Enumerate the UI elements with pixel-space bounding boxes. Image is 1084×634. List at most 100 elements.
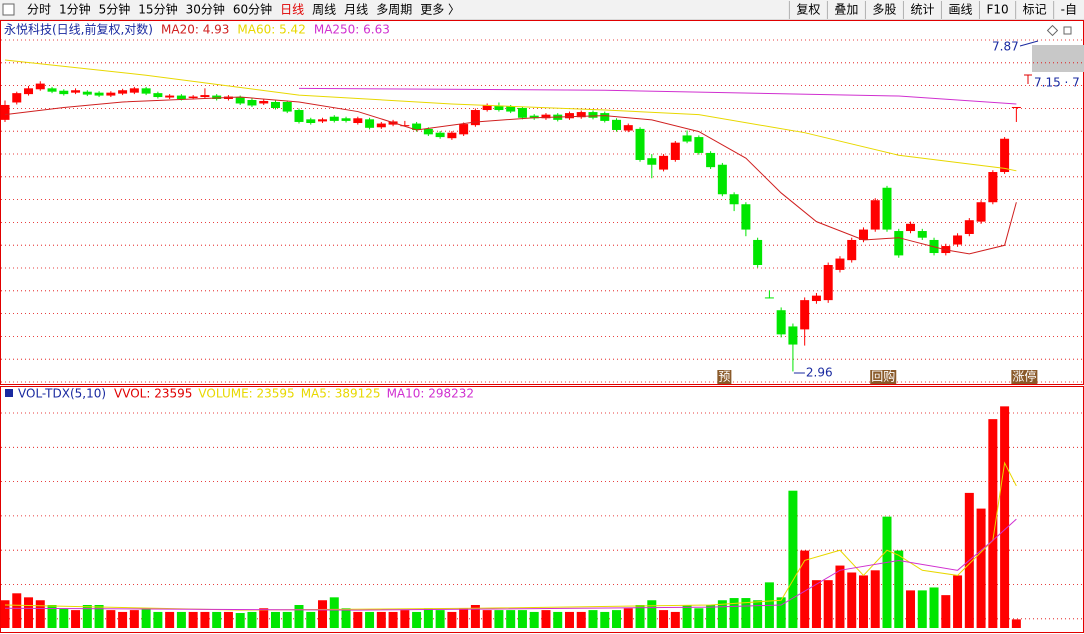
toolbar-button[interactable]: 统计 <box>910 3 934 17</box>
ma-line <box>4 96 1017 255</box>
volume-bar <box>635 604 645 628</box>
price-panel-border <box>0 20 1084 385</box>
candle-body <box>1000 138 1010 173</box>
toolbar-tab[interactable]: 多周期 <box>376 3 412 17</box>
marker-label: 回购 <box>871 369 895 384</box>
volume-bar <box>753 600 763 628</box>
candle-body <box>24 88 34 95</box>
marker-label: 涨停 <box>1012 369 1036 384</box>
toolbar-toggle[interactable] <box>2 3 15 16</box>
toolbar-button[interactable]: 叠加 <box>834 3 858 17</box>
volume-bar <box>506 610 516 628</box>
volume-bar <box>141 608 151 628</box>
volume-bar <box>376 611 386 628</box>
volume-bar <box>306 611 316 628</box>
volume-bar <box>388 611 398 628</box>
volume-bar <box>870 570 880 628</box>
candle-body <box>800 300 810 330</box>
candle-body <box>400 125 410 127</box>
marker-box <box>717 370 732 384</box>
candle-body <box>71 90 81 93</box>
volume-bar <box>82 604 92 628</box>
volume-bar <box>647 600 657 628</box>
candle-body <box>259 100 269 104</box>
candle-body <box>1011 106 1021 108</box>
candle-body <box>376 123 386 128</box>
toolbar-tab[interactable]: 15分钟 <box>138 2 177 17</box>
low-annotation: 2.96 <box>806 366 833 380</box>
volume-bar <box>659 610 669 628</box>
candle-body <box>165 95 175 98</box>
toolbar-button[interactable]: F10 <box>986 3 1008 17</box>
candle-body <box>153 93 163 98</box>
toolbar-tab[interactable]: 更多 〉 <box>420 3 460 17</box>
candle-body <box>906 223 916 232</box>
candle-body <box>517 107 527 118</box>
volume-bar <box>129 610 139 628</box>
volume-bar <box>282 611 292 628</box>
volume-bar <box>412 611 422 628</box>
toolbar-tab[interactable]: 60分钟 <box>233 2 272 17</box>
volume-bar <box>318 600 328 628</box>
volume-bar <box>435 610 445 628</box>
candle-body <box>188 96 198 99</box>
candle-body <box>764 297 774 299</box>
toolbar-tab[interactable]: 分时 <box>27 3 51 17</box>
right-annotation: 7.15 · 7 <box>1034 76 1080 90</box>
candle-body <box>129 88 139 93</box>
volume-bar <box>47 604 57 628</box>
vol-icon <box>5 389 13 397</box>
toolbar-tab[interactable]: 月线 <box>344 3 368 17</box>
volume-bar <box>670 611 680 628</box>
volume-ma-line <box>4 461 1017 611</box>
candle-body <box>47 88 57 92</box>
candle-body <box>482 104 492 111</box>
volume-bar <box>835 565 845 628</box>
volume-bar <box>223 611 233 628</box>
volume-bar <box>564 611 574 628</box>
candle-body <box>823 265 833 301</box>
candle-body <box>94 92 104 96</box>
volume-bar <box>165 611 175 628</box>
candle-body <box>717 164 727 195</box>
toolbar-tab[interactable]: 周线 <box>312 3 336 17</box>
candle-body <box>988 172 998 203</box>
volume-bar <box>24 597 34 628</box>
icon-square[interactable] <box>1063 26 1072 35</box>
candle-body <box>647 158 657 165</box>
volume-bar <box>71 610 81 628</box>
volume-bar <box>894 550 904 628</box>
toolbar-button[interactable]: 多股 <box>872 3 896 17</box>
toolbar-tab[interactable]: 1分钟 <box>59 2 91 17</box>
chart-title: 永悦科技(日线,前复权,对数) <box>4 22 153 37</box>
icon-diamond[interactable] <box>1046 24 1059 37</box>
high-annotation: 7.87 <box>992 40 1019 54</box>
volume-bar <box>0 600 10 628</box>
candle-body <box>235 97 245 104</box>
candle-body <box>870 200 880 230</box>
toolbar-tab[interactable]: 日线 <box>280 3 304 17</box>
toolbar-button[interactable]: -自 <box>1061 3 1077 17</box>
candle-body <box>506 106 516 112</box>
volume-bar <box>400 610 410 628</box>
volume-bar <box>917 590 927 628</box>
toolbar-button[interactable]: 画线 <box>948 3 972 17</box>
candle-body <box>894 231 904 256</box>
toolbar-button[interactable]: 标记 <box>1023 3 1047 17</box>
candle-body <box>847 239 857 261</box>
candle-body <box>564 113 574 119</box>
toolbar-tab[interactable]: 5分钟 <box>99 2 131 17</box>
arrow <box>1019 40 1039 47</box>
candle-body <box>753 239 763 266</box>
candle-body <box>200 95 210 98</box>
candle-body <box>35 83 45 90</box>
candle-body <box>470 110 480 126</box>
toolbar-tab[interactable]: 30分钟 <box>186 2 225 17</box>
candle-body <box>858 229 868 240</box>
toolbar-button[interactable]: 复权 <box>796 3 820 17</box>
volume-bar <box>94 604 104 628</box>
volume-ma-line <box>4 518 1017 611</box>
volume-bar <box>741 598 751 628</box>
